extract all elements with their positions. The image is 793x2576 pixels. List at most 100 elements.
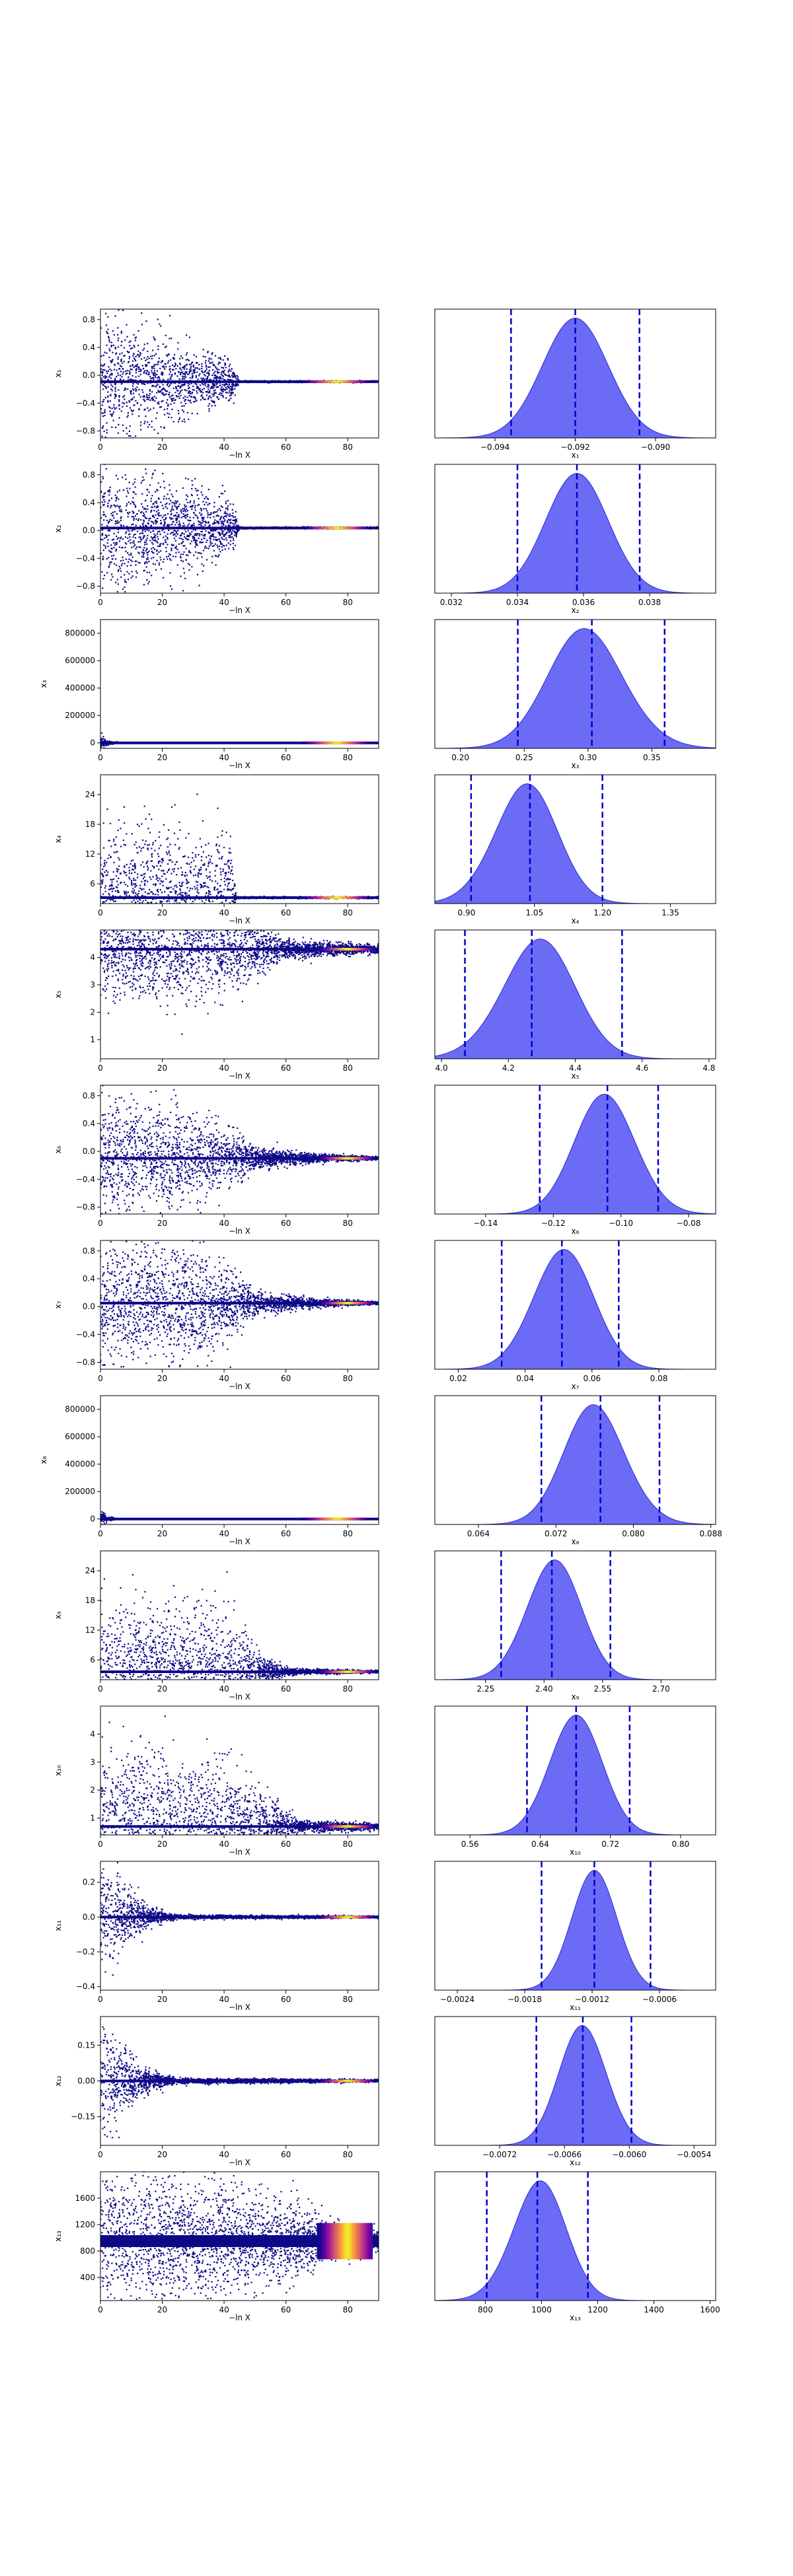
trace-point (107, 395, 109, 397)
trace-point (139, 368, 141, 371)
trace-point (132, 575, 133, 577)
trace-point (206, 378, 208, 380)
trace-point (145, 561, 147, 563)
trace-hot-segment (310, 380, 314, 383)
trace-point (135, 368, 137, 370)
trace-point (209, 395, 211, 397)
trace-point (108, 534, 110, 536)
trace-point (212, 512, 215, 514)
trace-point (106, 542, 108, 544)
trace-point (158, 564, 161, 566)
trace-point (163, 388, 165, 390)
trace-point (167, 399, 169, 401)
trace-point (167, 493, 169, 495)
trace-point (188, 395, 190, 397)
trace-point (102, 555, 104, 557)
trace-point (215, 376, 217, 379)
trace-point (184, 509, 186, 511)
trace-point (133, 334, 135, 336)
trace-point (206, 501, 208, 503)
trace-point (163, 519, 165, 521)
trace-point (133, 367, 135, 369)
trace-point (138, 415, 140, 417)
trace-point (211, 386, 213, 388)
trace-point (181, 420, 184, 422)
trace-point (129, 401, 131, 403)
trace-point (151, 548, 153, 550)
trace-point (178, 525, 180, 528)
trace-point (179, 358, 181, 360)
trace-point (114, 382, 116, 384)
trace-point (195, 362, 198, 364)
trace-point (124, 339, 126, 341)
trace-point (189, 501, 191, 503)
trace-point (139, 373, 141, 375)
trace-point (132, 462, 133, 464)
trace-point (137, 330, 139, 332)
trace-ytick-label: 0.0 (83, 371, 95, 380)
trace-point (147, 508, 149, 511)
trace-point (128, 482, 130, 483)
trace-point (196, 573, 199, 576)
trace-point (126, 350, 128, 353)
trace-point (212, 383, 215, 385)
trace-point (133, 540, 135, 542)
trace-point (229, 540, 232, 542)
trace-point (152, 349, 154, 351)
trace-point (100, 364, 102, 366)
trace-point (102, 376, 104, 378)
trace-point (161, 361, 164, 363)
trace-point (122, 362, 124, 364)
trace-point (233, 376, 235, 378)
trace-point (129, 378, 131, 381)
trace-point (117, 478, 119, 480)
trace-point (197, 533, 199, 535)
trace-point (208, 358, 210, 360)
trace-point (104, 492, 106, 494)
trace-point (169, 499, 172, 501)
trace-point (235, 528, 237, 530)
trace-point (152, 472, 154, 474)
trace-point (142, 506, 144, 508)
trace-point (224, 355, 226, 357)
trace-point (139, 546, 141, 548)
trace-point (167, 408, 169, 410)
trace-point (181, 384, 183, 386)
trace-hot-segment (304, 380, 308, 383)
trace-point (211, 545, 213, 547)
trace-point (107, 316, 109, 318)
trace-point (184, 524, 186, 526)
trace-point (141, 599, 143, 600)
trace-point (171, 399, 173, 401)
trace-point (144, 541, 146, 543)
trace-point (118, 489, 120, 491)
trace-point (232, 388, 234, 391)
trace-point (188, 523, 190, 525)
trace-point (208, 514, 211, 516)
trace-point (213, 400, 215, 402)
trace-point (175, 506, 177, 508)
trace-point (130, 399, 132, 401)
trace-point (196, 544, 198, 546)
trace-point (202, 377, 204, 379)
trace-point (152, 515, 155, 517)
trace-point (138, 366, 140, 369)
trace-point (178, 524, 180, 526)
trace-point (233, 516, 235, 519)
trace-point (164, 363, 166, 365)
trace-point (216, 540, 218, 542)
trace-point (146, 579, 148, 581)
trace-point (203, 565, 205, 567)
trace-point (122, 371, 124, 373)
trace-point (144, 370, 146, 372)
trace-point (226, 532, 228, 534)
trace-point (231, 387, 233, 389)
trace-point (106, 422, 108, 424)
trace-point (149, 355, 152, 357)
trace-point (110, 394, 112, 397)
trace-point (232, 384, 234, 387)
trace-point (128, 341, 130, 343)
trace-point (153, 536, 155, 538)
trace-point (140, 369, 142, 371)
